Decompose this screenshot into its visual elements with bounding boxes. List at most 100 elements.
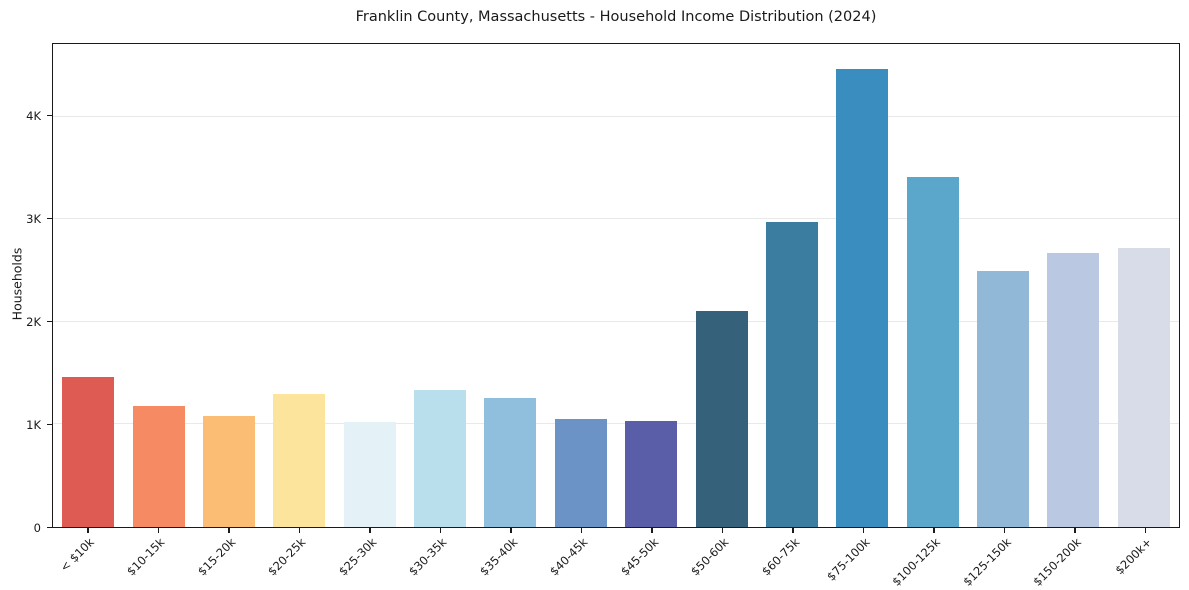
bar-slot xyxy=(546,44,616,527)
y-tick-mark xyxy=(47,114,52,117)
x-slot: $35-40k xyxy=(475,528,546,590)
x-tick-label: $30-35k xyxy=(406,535,450,579)
y-tick-label: 3K xyxy=(26,212,41,227)
x-tick-mark xyxy=(228,528,230,533)
bars-layer xyxy=(53,44,1179,527)
bar-< $10k xyxy=(62,377,115,527)
y-tick-label: 0 xyxy=(33,521,41,535)
bar-slot xyxy=(757,44,827,527)
bar-slot xyxy=(686,44,756,527)
bar-slot xyxy=(1109,44,1179,527)
x-slot: $200k+ xyxy=(1110,528,1181,590)
x-tick-label: $15-20k xyxy=(194,535,239,579)
x-slot: < $10k xyxy=(52,528,123,590)
bar-slot xyxy=(475,44,545,527)
x-slot: $75-100k xyxy=(824,528,899,590)
x-slot: $60-75k xyxy=(757,528,828,590)
x-tick-label: $100-125k xyxy=(889,535,944,589)
x-tick-mark xyxy=(157,528,160,533)
bar-slot xyxy=(968,44,1038,527)
bar-slot xyxy=(123,44,193,527)
y-axis: 0 1K 2K 3K 4K xyxy=(0,43,52,535)
x-tick-mark xyxy=(651,528,653,533)
x-slot: $45-50k xyxy=(616,528,687,590)
bar-$200k+ xyxy=(1117,248,1170,527)
x-slot: $150-200k xyxy=(1030,528,1110,590)
x-slot: $15-20k xyxy=(193,528,264,590)
x-tick-mark xyxy=(510,528,512,533)
x-tick-mark xyxy=(1003,528,1006,533)
bar-$45-50k xyxy=(625,421,678,527)
bar-slot xyxy=(1038,44,1108,527)
bar-slot xyxy=(53,44,123,527)
x-tick-mark xyxy=(87,528,89,533)
x-tick-mark xyxy=(721,528,724,533)
x-slot: $40-45k xyxy=(546,528,617,590)
gridline xyxy=(53,115,1179,117)
y-tick-mark xyxy=(47,526,52,528)
bar-$100-125k xyxy=(906,177,959,527)
chart-title: Franklin County, Massachusetts - Househo… xyxy=(355,9,877,25)
y-tick-mark xyxy=(47,423,52,426)
x-tick-mark xyxy=(862,528,865,533)
bar-$30-35k xyxy=(414,389,467,527)
y-tick-label: 1K xyxy=(26,418,41,433)
gridline xyxy=(53,320,1179,322)
bar-$60-75k xyxy=(765,221,818,527)
x-tick-mark xyxy=(933,528,935,533)
x-tick-label: $10-15k xyxy=(124,535,168,579)
x-tick-mark xyxy=(298,528,301,533)
bar-$10-15k xyxy=(132,406,185,527)
bar-$35-40k xyxy=(484,397,537,527)
x-tick-mark xyxy=(792,528,794,533)
x-tick-mark xyxy=(580,528,583,533)
x-tick-label: $60-75k xyxy=(758,535,803,579)
bar-slot xyxy=(194,44,264,527)
x-tick-label: $20-25k xyxy=(265,535,309,579)
bar-$125-150k xyxy=(977,270,1030,527)
x-axis: < $10k $10-15k $15-20k $20-25k $25-30k $30-35… xyxy=(52,528,1180,590)
bar-slot xyxy=(827,44,897,527)
gridline xyxy=(53,218,1179,220)
bar-slot xyxy=(335,44,405,527)
y-tick-label: 4K xyxy=(26,109,41,124)
bar-slot xyxy=(616,44,686,527)
x-tick-label: $150-200k xyxy=(1030,535,1085,589)
x-tick-label: $25-30k xyxy=(335,535,380,579)
x-tick-mark xyxy=(1074,528,1076,533)
x-slot: $25-30k xyxy=(334,528,405,590)
x-slot: $20-25k xyxy=(264,528,335,590)
x-slot: $100-125k xyxy=(889,528,969,590)
x-tick-label: $125-150k xyxy=(959,535,1014,589)
x-slot: $50-60k xyxy=(687,528,758,590)
plot-area xyxy=(52,43,1180,528)
x-tick-label: < $10k xyxy=(57,535,98,575)
bar-$20-25k xyxy=(273,393,326,527)
bar-$75-100k xyxy=(836,69,889,527)
x-tick-label: $35-40k xyxy=(476,535,521,579)
bar-$15-20k xyxy=(202,416,255,527)
x-tick-mark xyxy=(369,528,371,533)
x-tick-label: $200k+ xyxy=(1112,535,1155,578)
bar-$150-200k xyxy=(1047,253,1100,527)
x-tick-mark xyxy=(439,528,442,533)
x-tick-label: $45-50k xyxy=(617,535,662,579)
x-slot: $125-150k xyxy=(960,528,1040,590)
x-tick-label: $75-100k xyxy=(824,535,873,584)
x-tick-label: $40-45k xyxy=(547,535,591,579)
gridline xyxy=(53,423,1179,425)
y-tick-mark xyxy=(47,320,52,323)
x-tick-mark xyxy=(1144,528,1147,533)
x-slot: $30-35k xyxy=(405,528,476,590)
x-tick-label: $50-60k xyxy=(688,535,732,579)
y-tick-label: 2K xyxy=(26,315,41,330)
bar-slot xyxy=(405,44,475,527)
bar-$40-45k xyxy=(554,418,607,527)
x-slot: $10-15k xyxy=(123,528,194,590)
bar-slot xyxy=(898,44,968,527)
bar-$50-60k xyxy=(695,310,748,527)
y-tick-mark xyxy=(47,217,52,220)
bar-$25-30k xyxy=(343,422,396,527)
bar-slot xyxy=(264,44,334,527)
